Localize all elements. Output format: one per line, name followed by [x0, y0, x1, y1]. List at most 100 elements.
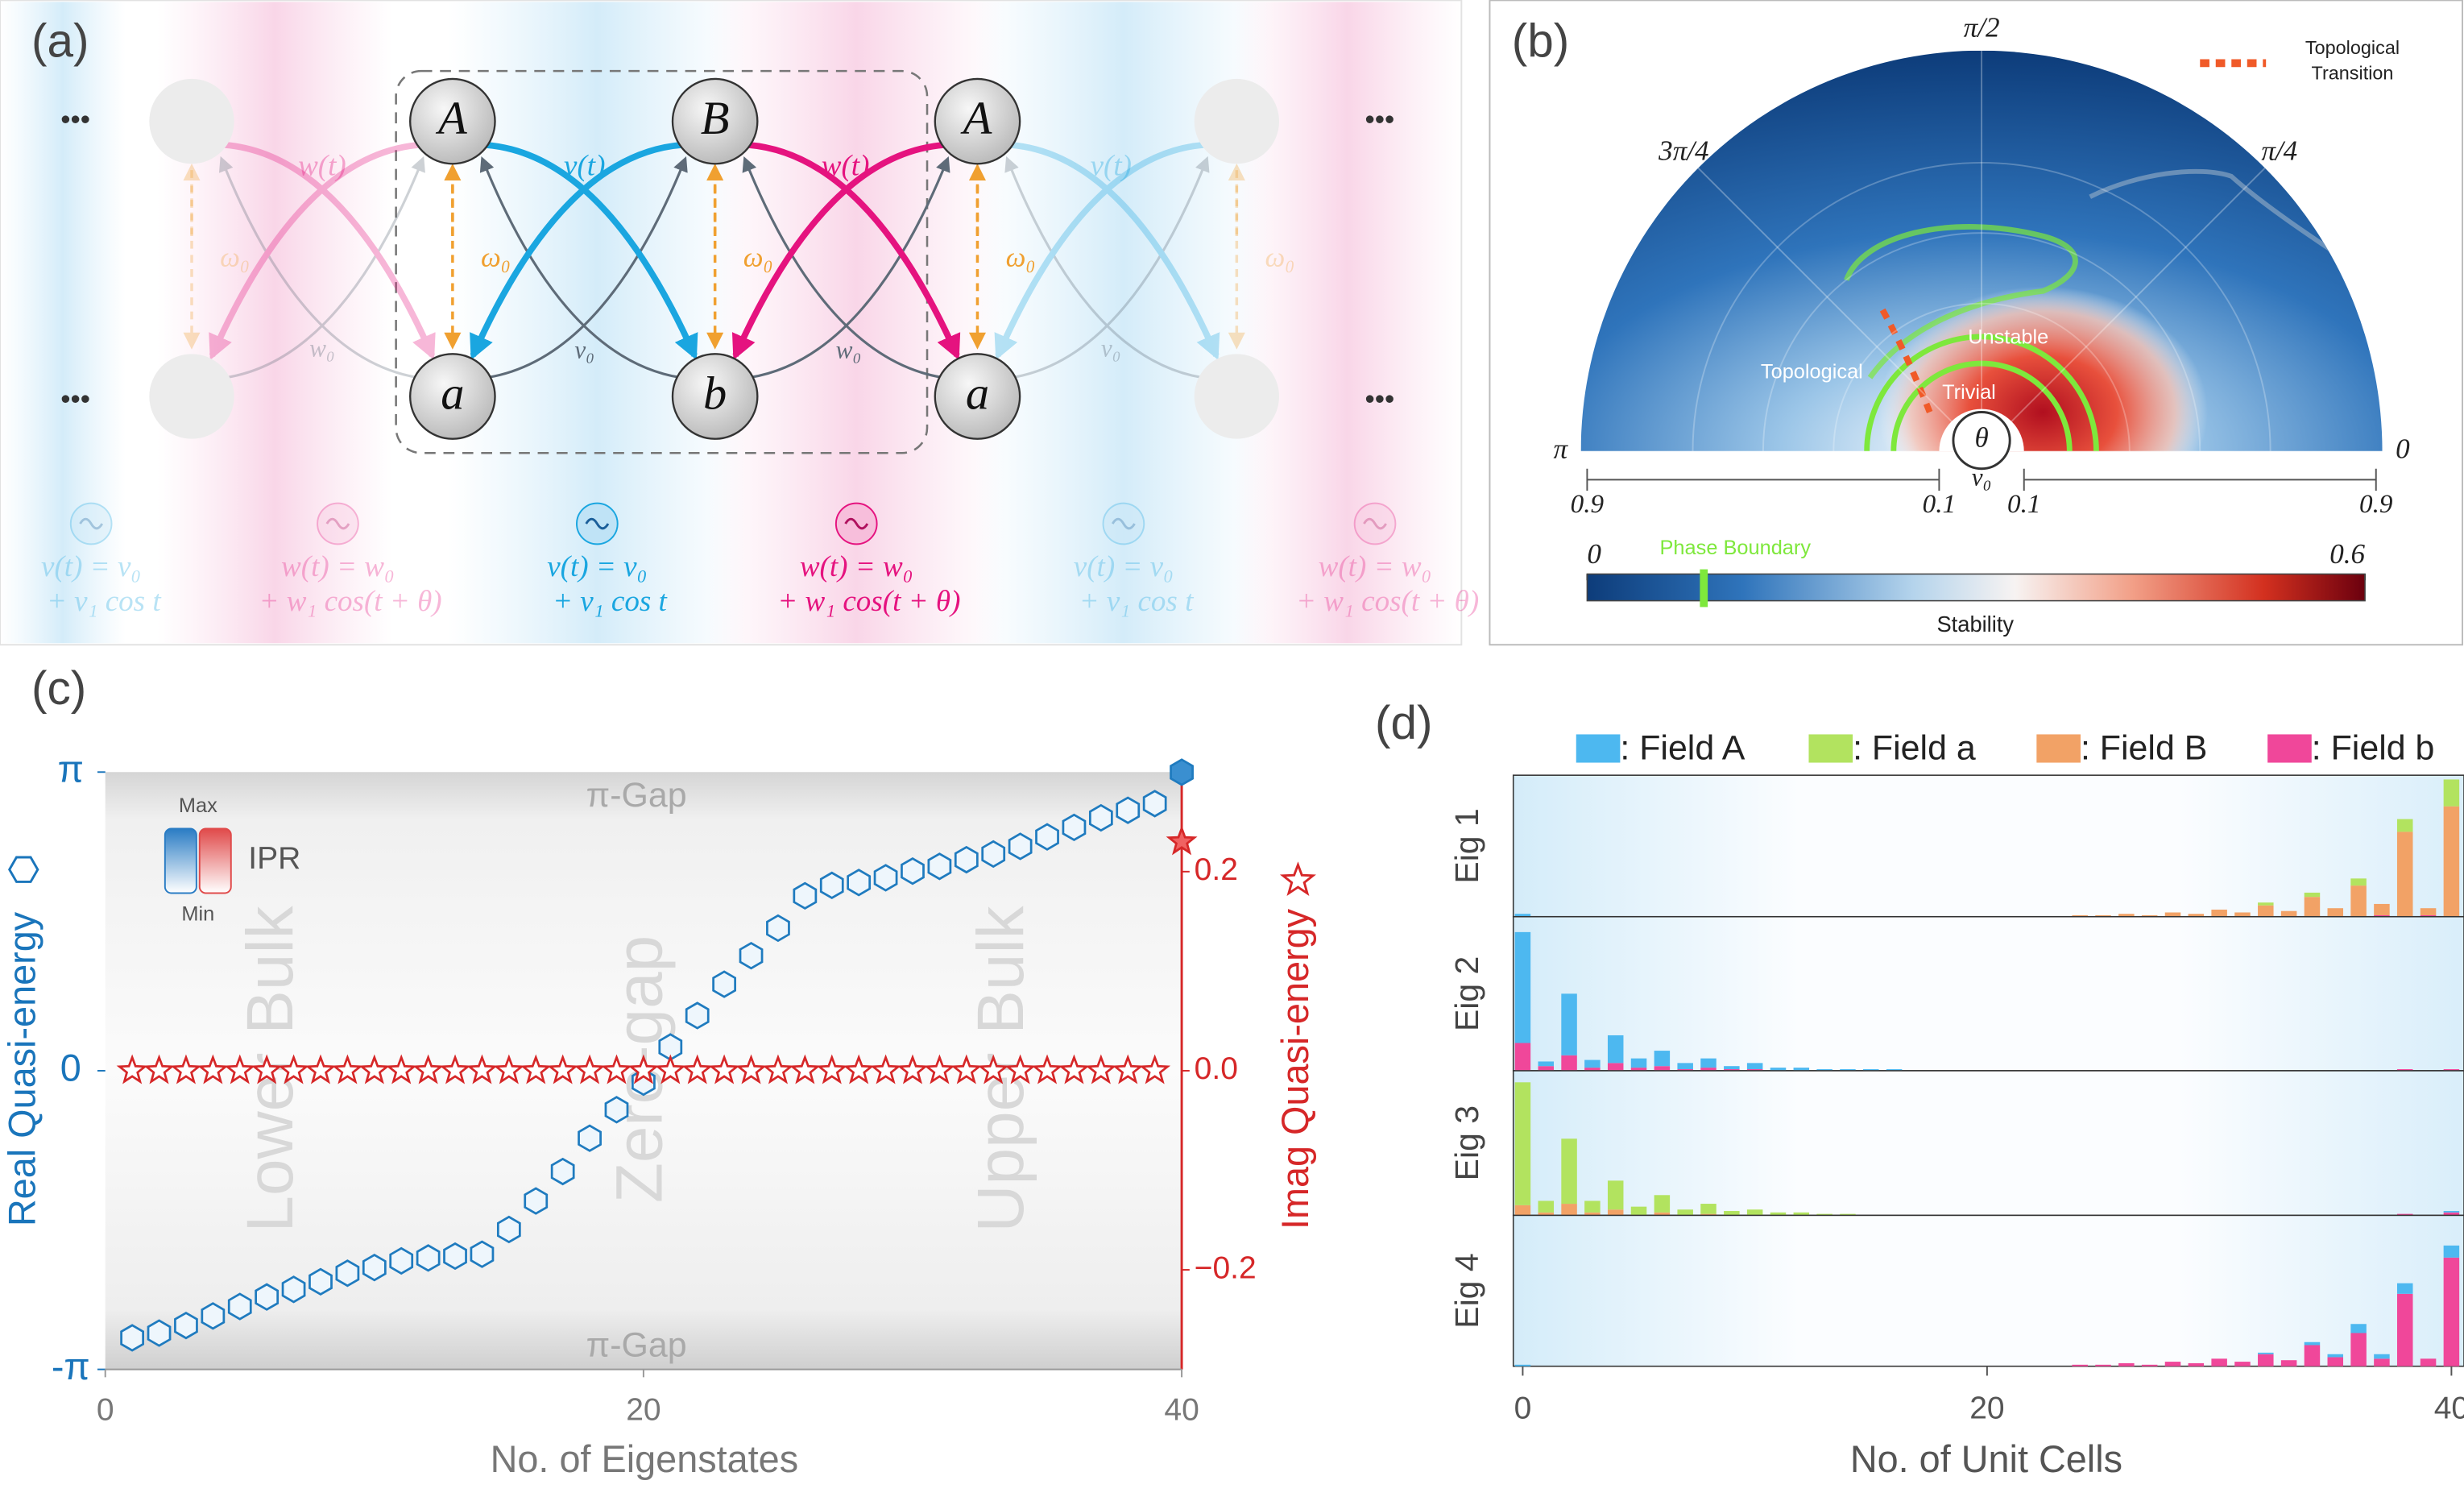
bar-segment [1700, 1213, 1717, 1216]
bar-segment [1654, 1066, 1671, 1071]
bar-segment [2280, 1360, 2297, 1366]
star-point [681, 1054, 714, 1084]
bar-segment [1607, 1063, 1624, 1071]
star-point [1166, 825, 1198, 856]
bar-segment [2350, 878, 2367, 886]
bar-segment [2258, 1352, 2274, 1354]
r-tick-label: 0.9 [1571, 489, 1605, 519]
theta-tick-label: π [1553, 433, 1568, 464]
star-point [493, 1054, 525, 1084]
bar-segment [1816, 1213, 1832, 1216]
bar-segment [2280, 910, 2297, 917]
bar-segment [2072, 1364, 2088, 1366]
bar-segment [1654, 1212, 1671, 1216]
subplot-label: Eig 3 [1448, 1105, 1485, 1180]
star-point [1112, 1054, 1144, 1084]
bar-segment [1863, 1069, 1879, 1071]
static-arrow [218, 156, 419, 379]
star-point [735, 1054, 767, 1084]
drive-icon [1353, 502, 1397, 545]
panel-label: (d) [1375, 697, 1433, 749]
edge-label: w(t) [822, 150, 870, 183]
hopping-arrows [994, 141, 1220, 379]
hexagon-point [443, 1242, 467, 1271]
bar-segment [2396, 1283, 2413, 1294]
bar-segment [1584, 1201, 1601, 1213]
bar-segment [2164, 1362, 2181, 1366]
bar-segment [1724, 1069, 1740, 1071]
bar-segment [1538, 1201, 1554, 1213]
bar-segment [1840, 1213, 1856, 1216]
edge-label: ω₀ [1006, 241, 1036, 272]
x-axis-title: No. of Unit Cells [1850, 1438, 2122, 1480]
node [409, 77, 496, 165]
x-tick-label: 0 [97, 1393, 114, 1428]
subplot-background [1512, 1214, 2464, 1367]
bar-segment [2211, 1358, 2227, 1366]
hexagon-point [1142, 790, 1167, 818]
star-point [789, 1054, 821, 1084]
hexagon-point [1116, 796, 1141, 824]
hexagon-point [550, 1157, 575, 1186]
driven-arrow [994, 141, 1204, 360]
gap-label: π-Gap [586, 776, 687, 815]
drive-formula: + w₁ cos(t + θ) [777, 585, 960, 618]
star-point [816, 1054, 848, 1084]
r-tick-label: 0.1 [2007, 489, 2040, 519]
radial-ring [1832, 302, 2131, 452]
bar-segment [1607, 1035, 1624, 1064]
drive-icon [69, 502, 113, 545]
bar-segment [2304, 1341, 2321, 1346]
hexagon-point [362, 1253, 387, 1282]
hexagon-point [389, 1246, 414, 1275]
bar-segment [2258, 1354, 2274, 1366]
y2-tick-label: 0.0 [1195, 1051, 1238, 1086]
star-point [143, 1054, 175, 1084]
x-tick-label: 0 [1514, 1391, 1532, 1426]
hexagon-point [470, 1240, 495, 1268]
x-axis-title: No. of Eigenstates [491, 1438, 799, 1480]
colorbar [1586, 573, 2366, 602]
region-label: Topological [1761, 360, 1863, 383]
node-label: a [441, 367, 464, 419]
drive-formula: v(t) = v₀ [41, 550, 141, 583]
edge-label: w₀ [309, 334, 335, 363]
bar-segment [1793, 1212, 1810, 1216]
nodes: Aa Bb Aa [149, 77, 1280, 440]
star-point [762, 1054, 794, 1084]
bar-segment [2304, 892, 2321, 898]
driven-arrow [747, 141, 961, 360]
theta-grid-line [1697, 167, 1953, 422]
star-point [950, 1054, 983, 1084]
bar-segment [1630, 1068, 1647, 1071]
legend-swatch [1808, 734, 1853, 763]
star-point [520, 1054, 552, 1084]
bar-segment [2164, 912, 2181, 917]
legend-label: Topological [2305, 37, 2400, 58]
drive-formula: + v₁ cos t [47, 585, 162, 618]
legend-swatch [2267, 734, 2312, 763]
y-axis-title: Real Quasi-energy [2, 911, 43, 1226]
panel-d: (d) No. of Unit Cells [1375, 697, 2122, 1480]
star-point [923, 1054, 955, 1084]
region-label: Trivial [1942, 381, 1996, 404]
bar-segment [1770, 1212, 1787, 1216]
drive-icon-wave [1111, 517, 1136, 530]
ipr-max: Max [179, 794, 217, 817]
star-point [547, 1054, 579, 1084]
bar-segment [1607, 1209, 1624, 1216]
node [934, 353, 1021, 440]
x-tick-label: 20 [1969, 1391, 2004, 1426]
theta-tick-label: 0 [2396, 433, 2410, 464]
x-tick-label: 40 [2434, 1391, 2464, 1426]
bar-segment [2304, 1345, 2321, 1366]
bar-segment [2234, 1362, 2251, 1366]
static-arrow [1004, 156, 1203, 379]
drive-icon-wave [79, 517, 104, 530]
star-point [977, 1054, 1009, 1084]
star-point [897, 1054, 929, 1084]
hexagon-point [873, 864, 898, 892]
hexagon-point [847, 869, 872, 897]
phase-boundary-label: Phase Boundary [1660, 537, 1812, 559]
y2-tick-label: 0.2 [1195, 852, 1238, 887]
